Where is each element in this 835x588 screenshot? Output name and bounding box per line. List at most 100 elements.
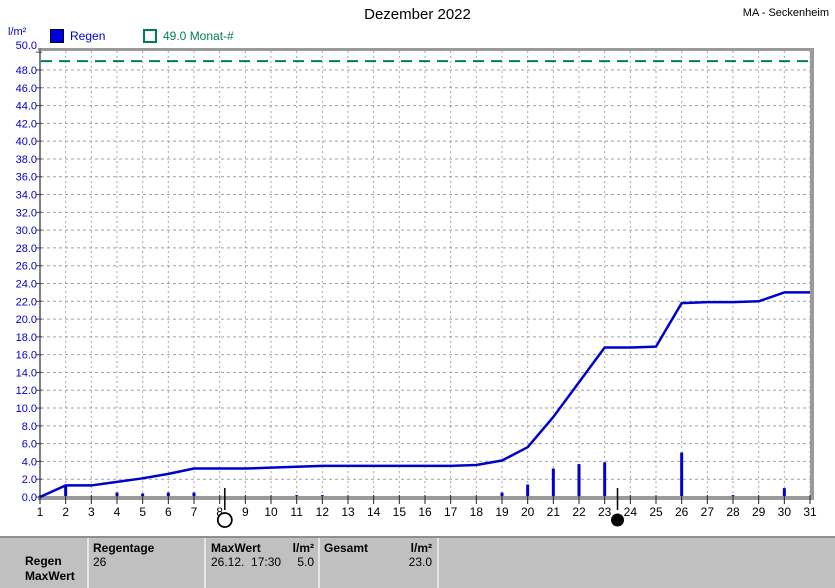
y-tick-label: 40.0 bbox=[16, 136, 37, 148]
legend-regen-label: Regen bbox=[70, 29, 106, 43]
legend-item-regen: Regen bbox=[50, 29, 105, 43]
y-tick-label: 14.0 bbox=[16, 367, 37, 379]
new-moon-icon bbox=[611, 513, 625, 527]
frame-right bbox=[810, 48, 814, 500]
y-tick-label: 2.0 bbox=[22, 474, 37, 486]
x-tick-label: 17 bbox=[444, 505, 458, 519]
y-tick-label: 12.0 bbox=[16, 385, 37, 397]
legend-monat-label: 49.0 Monat-# bbox=[163, 29, 234, 43]
x-tick-label: 25 bbox=[649, 505, 663, 519]
x-tick-label: 4 bbox=[114, 505, 121, 519]
y-tick-label: 24.0 bbox=[16, 278, 37, 290]
y-tick-label: 36.0 bbox=[16, 172, 37, 184]
daily-rain-bar bbox=[603, 462, 607, 496]
x-tick-label: 5 bbox=[139, 505, 146, 519]
daily-rain-bar bbox=[731, 495, 735, 496]
table-separator bbox=[87, 538, 89, 588]
daily-rain-bar bbox=[526, 484, 530, 496]
x-tick-label: 26 bbox=[675, 505, 689, 519]
y-tick-label: 6.0 bbox=[22, 439, 37, 451]
table-row-label-maxwert: MaxWert bbox=[25, 569, 75, 583]
y-tick-label: 20.0 bbox=[16, 314, 37, 326]
x-tick-label: 3 bbox=[88, 505, 95, 519]
daily-rain-bar bbox=[192, 492, 196, 496]
x-tick-label: 13 bbox=[341, 505, 355, 519]
y-tick-label: 34.0 bbox=[16, 190, 37, 202]
table-header-maxwert-unit: l/m² bbox=[292, 541, 314, 555]
daily-rain-bar bbox=[166, 492, 170, 496]
regen-swatch-icon bbox=[50, 29, 64, 43]
x-tick-label: 16 bbox=[418, 505, 432, 519]
x-tick-label: 9 bbox=[242, 505, 249, 519]
page-title: Dezember 2022 bbox=[364, 6, 471, 23]
y-tick-label: 8.0 bbox=[22, 421, 37, 433]
daily-rain-bar bbox=[320, 495, 324, 496]
cumulative-rain-line bbox=[39, 291, 811, 499]
daily-rain-bar bbox=[551, 468, 555, 496]
y-tick-label: 26.0 bbox=[16, 261, 37, 273]
y-tick-label: 22.0 bbox=[16, 296, 37, 308]
x-tick-label: 24 bbox=[624, 505, 638, 519]
x-tick-label: 23 bbox=[598, 505, 612, 519]
x-tick-label: 7 bbox=[191, 505, 198, 519]
y-tick-label: 42.0 bbox=[16, 118, 37, 130]
station-label: MA - Seckenheim bbox=[742, 7, 829, 19]
x-tick-label: 31 bbox=[803, 505, 817, 519]
table-header-maxwert: MaxWert bbox=[211, 541, 261, 555]
x-tick-label: 1 bbox=[37, 505, 44, 519]
table-value-maxwert-time: 26.12. 17:30 bbox=[211, 555, 282, 569]
x-tick-label: 30 bbox=[778, 505, 792, 519]
y-tick-label: 4.0 bbox=[22, 456, 37, 468]
y-tick-label: 0.0 bbox=[22, 492, 37, 504]
daily-rain-bar bbox=[295, 495, 299, 496]
y-tick-label: 44.0 bbox=[16, 101, 37, 113]
daily-rain-bar bbox=[141, 493, 145, 496]
table-header-regentage: Regentage bbox=[93, 541, 155, 555]
frame-top bbox=[38, 48, 814, 51]
y-tick-label: 18.0 bbox=[16, 332, 37, 344]
x-tick-label: 29 bbox=[752, 505, 766, 519]
x-tick-label: 21 bbox=[547, 505, 561, 519]
frame-bottom bbox=[38, 496, 814, 500]
daily-rain-bar bbox=[115, 492, 119, 496]
y-tick-label: 10.0 bbox=[16, 403, 37, 415]
table-separator bbox=[437, 538, 439, 588]
x-tick-label: 2 bbox=[62, 505, 69, 519]
daily-rain-bar bbox=[782, 488, 786, 496]
table-header-gesamt-unit: l/m² bbox=[410, 541, 432, 555]
table-value-regentage: 26 bbox=[93, 555, 107, 569]
table-separator bbox=[204, 538, 206, 588]
x-tick-label: 6 bbox=[165, 505, 172, 519]
y-tick-label: 46.0 bbox=[16, 83, 37, 95]
daily-rain-bar bbox=[680, 452, 684, 496]
daily-rain-bar bbox=[64, 486, 68, 496]
legend-item-monat: 49.0 Monat-# bbox=[143, 29, 234, 43]
x-tick-label: 10 bbox=[264, 505, 278, 519]
axis-left bbox=[39, 48, 41, 500]
table-row-label-regen: Regen bbox=[25, 554, 62, 568]
x-tick-label: 15 bbox=[393, 505, 407, 519]
y-tick-label: 38.0 bbox=[16, 154, 37, 166]
table-value-gesamt: 23.0 bbox=[408, 555, 432, 569]
x-tick-label: 28 bbox=[726, 505, 740, 519]
y-tick-label: 50.0 bbox=[16, 40, 37, 52]
table-separator bbox=[318, 538, 320, 588]
x-tick-label: 12 bbox=[316, 505, 330, 519]
rain-chart: 0.0 2.0 4.0 6.0 8.0 10.0 12.0 14.0 16.0 18.0 20.0 2… bbox=[16, 40, 817, 528]
full-moon-icon bbox=[216, 512, 233, 528]
y-tick-label: 16.0 bbox=[16, 350, 37, 362]
x-tick-label: 11 bbox=[290, 505, 303, 519]
monat-swatch-icon bbox=[143, 29, 157, 43]
x-tick-label: 27 bbox=[701, 505, 715, 519]
table-header-gesamt: Gesamt bbox=[324, 541, 369, 555]
x-tick-label: 14 bbox=[367, 505, 381, 519]
y-tick-label: 32.0 bbox=[16, 207, 37, 219]
table-value-maxwert-amount: 5.0 bbox=[297, 555, 314, 569]
daily-rain-bar bbox=[577, 464, 581, 496]
x-tick-label: 8 bbox=[216, 505, 223, 519]
x-tick-label: 22 bbox=[572, 505, 586, 519]
summary-table: Regen MaxWert Regentage 26 MaxWert l/m² … bbox=[0, 536, 835, 588]
daily-rain-bar bbox=[500, 492, 504, 496]
y-tick-label: 30.0 bbox=[16, 225, 37, 237]
